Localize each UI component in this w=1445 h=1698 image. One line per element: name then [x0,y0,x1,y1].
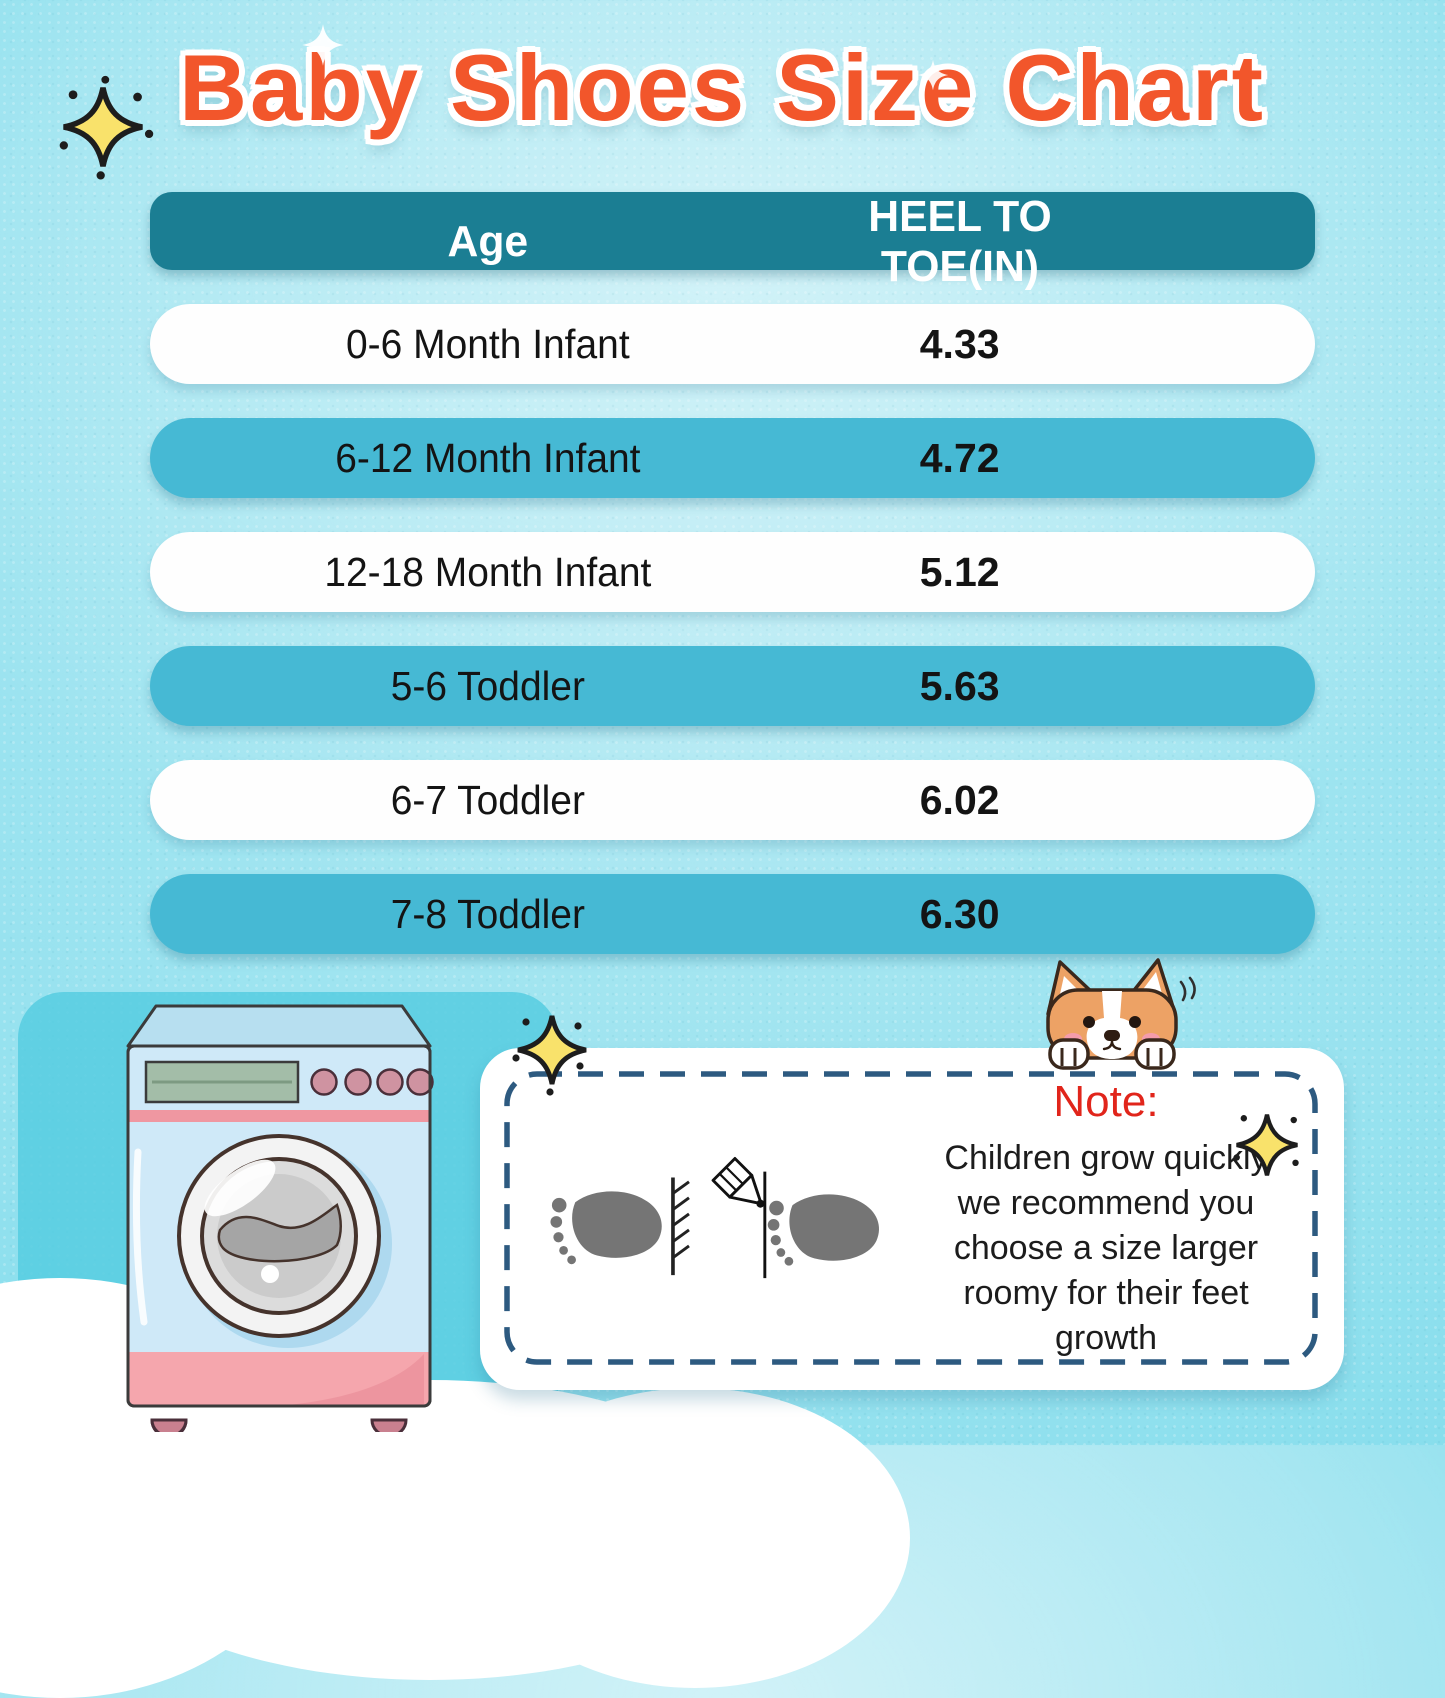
header-heel-to-toe: HEEL TO TOE(IN) [867,192,1052,291]
note-box: Note: Children grow quickly we recommend… [480,1048,1344,1390]
cloud-shape [480,1388,910,1688]
table-row: 12-18 Month Infant 5.12 [150,532,1315,612]
size-chart-table: Age HEEL TO TOE(IN) 0-6 Month Infant 4.3… [150,192,1315,954]
note-line: growth [1054,1318,1158,1357]
note-line: we recommend you [957,1183,1255,1222]
value-cell: 5.12 [919,548,1000,595]
washing-machine-illustration [126,1004,434,1432]
age-cell: 0-6 Month Infant [346,320,630,367]
foot-measurement-icon [550,1157,880,1279]
sparkle-icon [1233,1114,1299,1176]
value-cell: 5.63 [919,662,1000,709]
table-row: 0-6 Month Infant 4.33 [150,304,1315,384]
table-row: 7-8 Toddler 6.30 [150,874,1315,954]
sparkle-icon [302,24,344,66]
age-cell: 12-18 Month Infant [324,548,652,595]
sparkle-icon [59,75,154,180]
page-title: Baby Shoes Size Chart [179,35,1266,140]
value-cell: 6.30 [919,890,1000,937]
age-cell: 6-7 Toddler [390,776,585,823]
value-cell: 6.02 [919,776,1000,823]
header-age: Age [447,217,529,266]
note-line: choose a size larger [953,1228,1259,1267]
note-line: Children grow quickly [944,1138,1268,1177]
age-cell: 5-6 Toddler [390,662,585,709]
corgi-dog-illustration [1046,958,1196,1070]
note-heading: Note: [1053,1077,1159,1127]
table-row: 6-7 Toddler 6.02 [150,760,1315,840]
table-header-row: Age HEEL TO TOE(IN) [150,192,1315,291]
note-line: roomy for their feet [963,1273,1249,1312]
table-row: 5-6 Toddler 5.63 [150,646,1315,726]
table-row: 6-12 Month Infant 4.72 [150,418,1315,498]
sparkle-icon [917,59,949,91]
note-content: Note: Children grow quickly we recommend… [480,1048,1344,1390]
sparkle-icon [512,1015,587,1096]
age-cell: 6-12 Month Infant [335,434,641,481]
note-dashed-border [504,1071,1318,1365]
value-cell: 4.72 [919,434,1000,481]
value-cell: 4.33 [919,320,1000,367]
age-cell: 7-8 Toddler [390,890,585,937]
